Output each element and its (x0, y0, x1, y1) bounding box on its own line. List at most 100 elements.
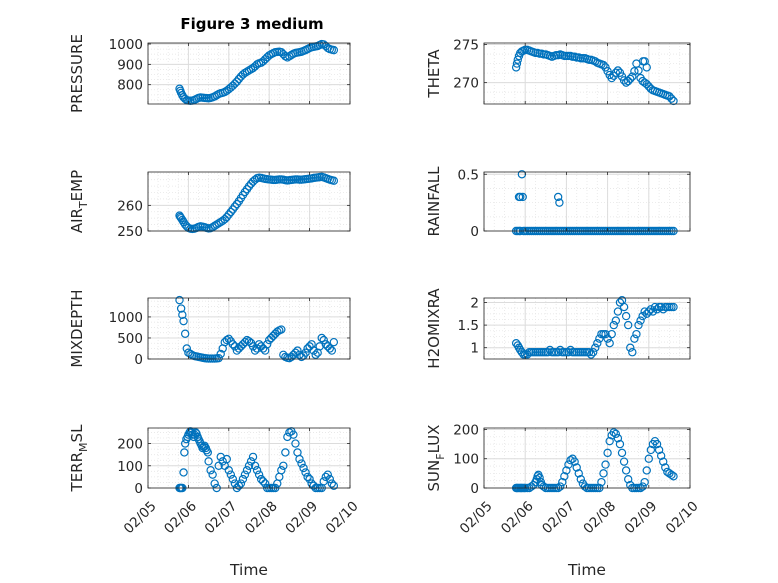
x-axis-label: Time (567, 561, 606, 579)
data-point (609, 428, 618, 437)
data-point (607, 73, 616, 83)
y-axis-label-main: RAINFALL (425, 166, 443, 237)
data-point (584, 348, 594, 357)
data-point (250, 175, 260, 184)
data-point (636, 316, 645, 325)
data-point (593, 338, 602, 348)
data-point (240, 470, 250, 479)
data-point (311, 350, 320, 359)
y-axis-label-subscript: T (77, 201, 90, 209)
data-point (605, 338, 614, 348)
data-point (291, 348, 300, 357)
data-point (305, 474, 314, 484)
data-point (176, 304, 186, 313)
y-tick-label: 500 (117, 331, 143, 347)
data-point (613, 434, 623, 443)
data-point (254, 470, 264, 479)
subplot-rainfall: 0 0.5 RAINFALL (425, 166, 691, 240)
data-point (244, 182, 254, 191)
data-point (642, 466, 651, 475)
data-point (216, 349, 225, 359)
data-point (218, 457, 227, 466)
series-air_temp (175, 172, 339, 234)
y-tick-label: 0.5 (458, 167, 479, 183)
data-point (634, 66, 643, 75)
data-point (654, 445, 664, 455)
data-point (611, 68, 621, 77)
x-axis-label: Time (229, 561, 268, 579)
subplot-theta: 270 275 THETA (425, 38, 691, 106)
y-tick-label: 0 (134, 481, 143, 497)
grid (147, 172, 351, 232)
data-point (619, 302, 629, 312)
data-point (661, 463, 670, 472)
data-point (327, 479, 337, 488)
y-axis-label-main: H2OMIXRA (425, 288, 443, 369)
data-point (543, 348, 553, 357)
subplot-mixdepth: 0 500 1000 MIXDEPTH (68, 289, 351, 368)
data-point (299, 463, 308, 473)
data-point (601, 329, 610, 339)
data-point (650, 302, 660, 312)
data-point (626, 74, 635, 84)
data-point (617, 448, 627, 458)
data-point (619, 457, 629, 466)
data-point (624, 76, 633, 86)
y-tick-label: 0 (134, 352, 143, 368)
data-point (281, 448, 290, 457)
data-point (591, 343, 600, 352)
data-point (597, 477, 606, 487)
data-point (325, 474, 334, 484)
data-point (289, 430, 298, 439)
data-point (230, 342, 240, 351)
data-point (615, 439, 625, 449)
data-point (178, 310, 187, 320)
subplot-pressure: 800 900 1000 PRESSURE (68, 34, 351, 113)
data-point (638, 482, 647, 491)
data-point (309, 346, 318, 355)
data-point (319, 335, 328, 345)
data-point (586, 350, 596, 359)
data-point (214, 353, 223, 363)
data-point (317, 333, 326, 343)
data-point (599, 469, 608, 478)
data-point (518, 192, 527, 202)
data-point (613, 307, 623, 316)
axes-box (483, 427, 691, 489)
y-axis-label: SUNFLUX (425, 425, 447, 492)
data-point (226, 470, 236, 479)
data-point (667, 470, 676, 480)
data-point (240, 68, 250, 78)
data-point (630, 67, 639, 76)
subplot-h2omixra: 1 1.5 2 H2OMIXRA (425, 288, 691, 369)
y-axis-label: AIRTEMP (68, 170, 90, 233)
y-tick-label: 100 (117, 459, 143, 475)
data-point (222, 335, 231, 345)
data-point (252, 466, 262, 475)
data-point (226, 207, 236, 217)
axes-box (147, 42, 351, 105)
data-point (646, 445, 656, 455)
data-point (539, 482, 548, 491)
y-axis-label-subscript: M (77, 442, 90, 452)
data-point (511, 338, 521, 348)
y-tick-label: 1.5 (458, 318, 479, 334)
data-point (564, 348, 573, 357)
y-axis-label: H2OMIXRA (425, 288, 443, 369)
data-point (295, 454, 304, 464)
data-point (621, 311, 631, 321)
data-point (321, 472, 330, 482)
data-point (180, 329, 190, 338)
data-point (232, 77, 242, 86)
data-point (605, 436, 614, 446)
data-point (323, 470, 332, 479)
data-point (659, 457, 668, 466)
data-point (206, 466, 215, 475)
data-point (291, 439, 300, 448)
data-point (665, 92, 674, 101)
axes-box (147, 297, 351, 360)
data-point (277, 466, 286, 475)
data-point (179, 468, 188, 477)
y-axis-label-main: TERR (68, 452, 86, 493)
